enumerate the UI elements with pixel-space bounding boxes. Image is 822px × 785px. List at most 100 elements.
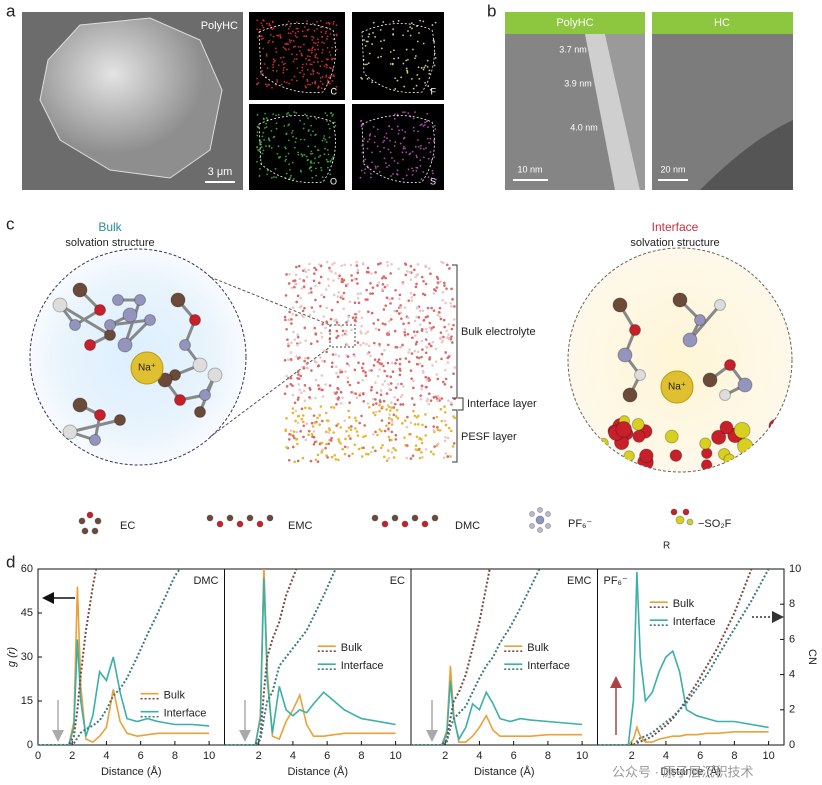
atom xyxy=(318,281,321,285)
eds-dot xyxy=(323,42,325,45)
atom xyxy=(378,403,381,407)
eds-dot xyxy=(332,113,335,116)
atom xyxy=(369,282,372,285)
atom xyxy=(545,523,551,529)
atom xyxy=(329,317,333,321)
eds-dot xyxy=(424,121,426,124)
eds-dot xyxy=(261,152,264,155)
atom xyxy=(409,421,413,424)
eds-dot xyxy=(315,133,317,136)
atom xyxy=(392,413,396,417)
atom xyxy=(324,430,328,434)
eds-dot xyxy=(331,115,334,117)
atom xyxy=(390,318,393,321)
eds-dot xyxy=(335,48,338,51)
atom xyxy=(336,334,340,338)
eds-dot xyxy=(256,131,259,134)
eds-dot xyxy=(383,136,386,138)
atom xyxy=(300,287,304,290)
atom xyxy=(289,376,293,380)
y2-tick-label: 2 xyxy=(789,704,795,716)
eds-dot xyxy=(411,150,414,153)
atom xyxy=(406,415,409,419)
atom xyxy=(416,263,420,266)
x-tick-label: 8 xyxy=(358,750,364,762)
atom xyxy=(403,333,407,337)
atom xyxy=(299,374,303,378)
eds-dot xyxy=(393,57,395,60)
eds-dot xyxy=(307,59,310,62)
atom xyxy=(285,273,288,276)
atom xyxy=(420,275,424,279)
eds-dot xyxy=(416,40,419,43)
eds-dot xyxy=(266,85,268,88)
atom xyxy=(579,443,595,459)
atom xyxy=(285,327,288,331)
eds-dot xyxy=(334,124,337,127)
atom xyxy=(322,295,326,299)
eds-map xyxy=(249,104,345,190)
eds-dot xyxy=(409,34,412,37)
atom xyxy=(349,437,352,440)
atom xyxy=(330,405,333,409)
eds-dot xyxy=(269,33,272,36)
eds-dot xyxy=(272,66,275,69)
chart-title: DMC xyxy=(193,575,218,587)
atom xyxy=(385,374,389,378)
eds-dot xyxy=(359,120,362,123)
atom xyxy=(302,285,306,288)
eds-dot xyxy=(307,145,310,148)
eds-dot xyxy=(295,21,298,24)
atom xyxy=(287,458,291,462)
eds-dot xyxy=(274,167,277,170)
eds-dot xyxy=(279,36,282,39)
atom xyxy=(450,305,453,308)
atom xyxy=(350,279,354,282)
rdf-line xyxy=(411,665,583,745)
eds-dot xyxy=(332,87,335,90)
atom xyxy=(443,419,447,423)
atom xyxy=(413,319,417,323)
atom xyxy=(425,385,428,389)
atom xyxy=(394,362,397,365)
eds-dot xyxy=(309,152,312,155)
sodium-ion xyxy=(660,370,694,404)
atom xyxy=(337,440,341,443)
outline xyxy=(361,115,435,183)
eds-dot xyxy=(324,147,327,150)
atom xyxy=(438,315,442,318)
atom xyxy=(439,280,442,284)
eds-dot xyxy=(272,63,274,66)
eds-dot xyxy=(323,65,326,67)
atom xyxy=(419,451,423,454)
atom xyxy=(438,429,442,432)
eds-dot xyxy=(426,65,429,68)
atom xyxy=(409,278,413,281)
atom xyxy=(670,508,678,516)
atom xyxy=(767,458,785,472)
eds-dot xyxy=(412,117,415,120)
atom xyxy=(314,396,317,400)
atom xyxy=(291,411,295,415)
eds-dot xyxy=(325,22,328,25)
eds-dot xyxy=(399,142,402,145)
atom xyxy=(449,302,453,305)
eds-dot xyxy=(295,79,298,82)
atom xyxy=(447,333,450,336)
eds-dot xyxy=(316,38,319,41)
eds-dot xyxy=(433,64,436,67)
atom xyxy=(296,335,300,339)
eds-dot xyxy=(317,41,320,44)
atom xyxy=(327,442,330,446)
eds-dot xyxy=(373,141,376,144)
atom xyxy=(421,520,429,528)
eds-dot xyxy=(331,68,334,70)
atom xyxy=(421,309,425,312)
atom xyxy=(426,306,430,310)
eds-dot xyxy=(306,20,309,23)
eds-dot xyxy=(267,137,270,140)
atom xyxy=(291,312,295,316)
eds-dot xyxy=(425,147,427,150)
atom xyxy=(537,527,543,533)
eds-dot xyxy=(314,56,317,59)
